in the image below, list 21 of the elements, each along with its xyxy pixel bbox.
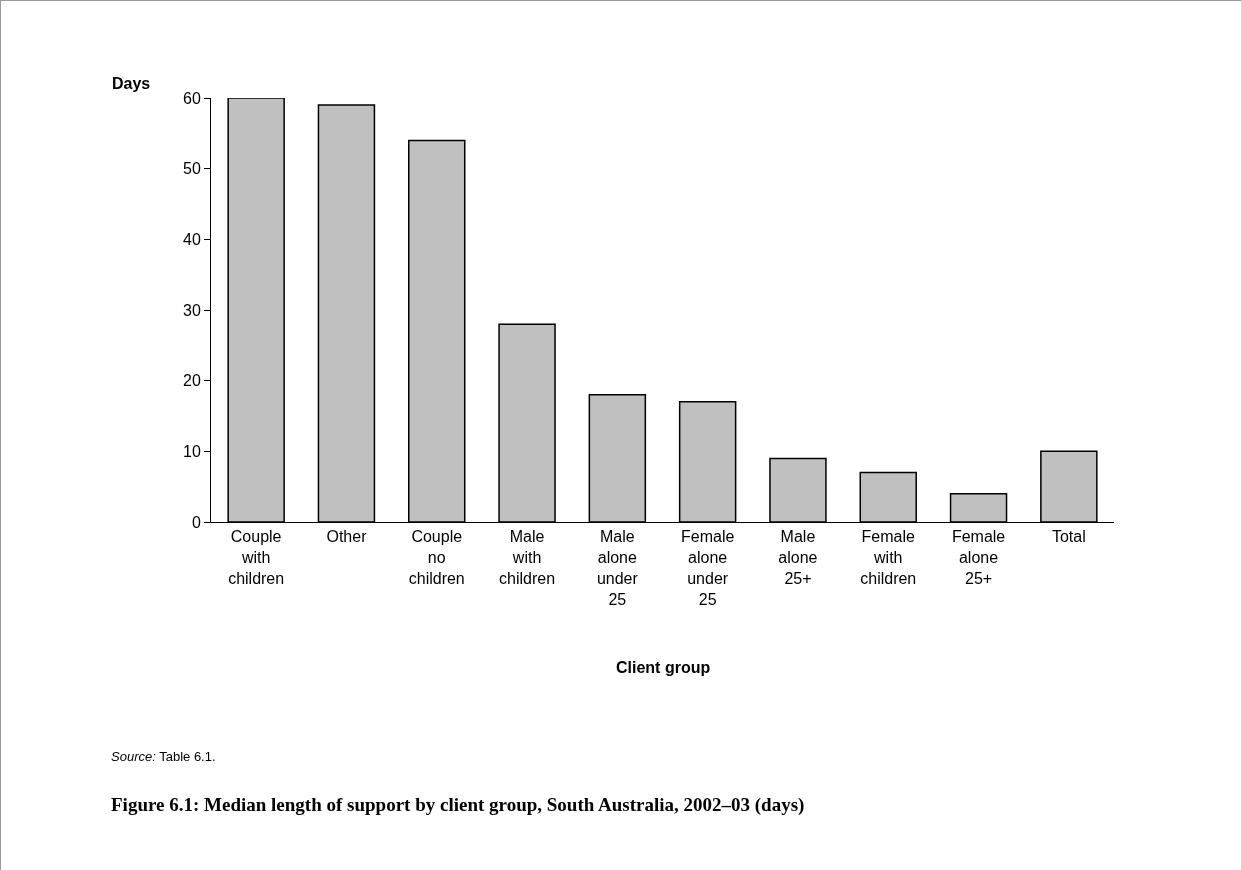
y-tick-label: 30 [183,301,201,319]
y-tick-label: 10 [183,442,201,460]
y-tick-label: 20 [183,372,201,390]
x-tick-label: Female alone 25+ [951,528,1006,587]
x-axis-title: Client group [616,659,711,676]
x-tick-label: Female alone under 25 [680,528,735,608]
x-tick-label: Male alone under 25 [596,528,639,608]
source-note: Source: Table 6.1. [111,749,216,764]
x-tick-label: Couple no children [408,528,465,587]
x-tick-label: Couple with children [228,528,285,587]
x-tick-label: Male alone 25+ [778,528,818,587]
text: Figure 6.1: Median length of support by client group, South Australia, 2002–03 (days) [111,794,805,816]
y-axis-title: Days [112,75,151,92]
x-tick-label: Other [326,528,368,546]
x-tick-label: Total [1051,528,1086,546]
x-tick-label: Female with children [860,528,917,587]
y-tick-label: 0 [191,513,201,531]
y-tick-label: 40 [183,230,201,248]
y-tick-label: 50 [183,160,201,178]
x-tick-label: Male with children [499,528,556,587]
y-tick-label: 60 [183,89,201,107]
